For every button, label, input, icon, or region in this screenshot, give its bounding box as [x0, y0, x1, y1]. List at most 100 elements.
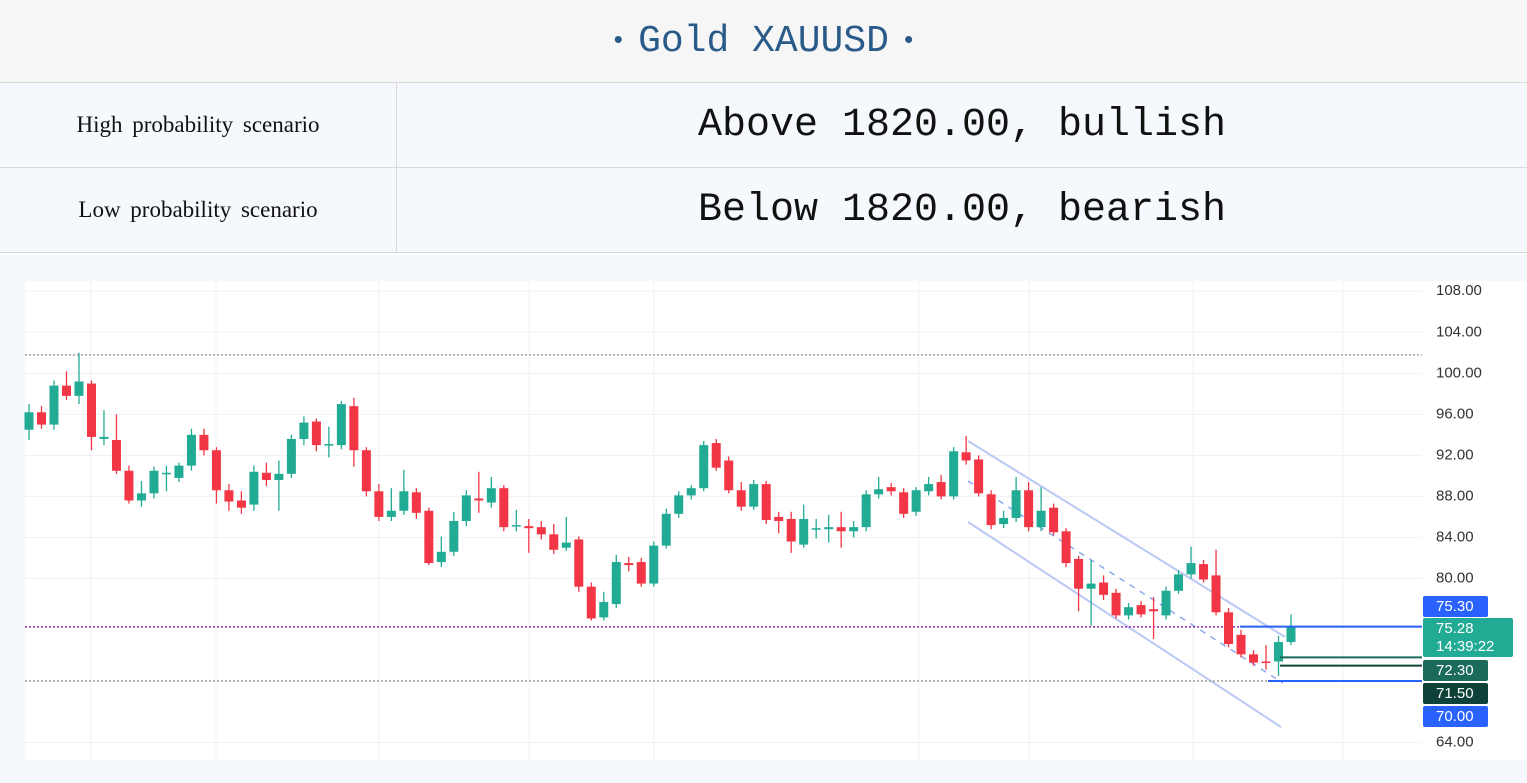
candle-body [774, 516, 784, 522]
candle-body [286, 438, 296, 474]
candle-body [1111, 592, 1121, 616]
y-tick-label: 88.00 [1436, 487, 1474, 504]
candle-body [24, 412, 34, 430]
candle-body [199, 434, 209, 451]
candle-body [561, 542, 571, 548]
candle-body [711, 443, 721, 468]
y-tick-label: 64.00 [1436, 734, 1474, 751]
price-label-box [1423, 706, 1488, 727]
header: • Gold XAUUSD • [0, 0, 1527, 83]
candle-body [1261, 661, 1271, 664]
candle-body [436, 551, 446, 563]
candle-body [661, 513, 671, 546]
candle-body [861, 494, 871, 528]
candle-body [149, 470, 159, 494]
candle-body [549, 534, 559, 550]
price-label: 75.30 [1436, 598, 1474, 615]
candle-body [1286, 626, 1296, 643]
candle-body [99, 436, 109, 439]
candle-body [511, 525, 521, 527]
candle-body [136, 493, 146, 501]
chart-area: 108.00 104.00 100.00 96.00 92.00 88.00 84.00 80… [0, 255, 1527, 783]
candle-body [74, 381, 84, 396]
price-label-box [1423, 660, 1488, 681]
price-label-box [1423, 596, 1488, 617]
candle-body [411, 492, 421, 513]
candle-body [686, 488, 696, 496]
candle-body [574, 539, 584, 587]
scenario-label: Low probability scenario [0, 168, 397, 252]
candle-body [999, 517, 1009, 525]
candle-body [1036, 510, 1046, 528]
candle-body [424, 510, 434, 564]
candle-body [174, 465, 184, 478]
candle-body [1149, 609, 1159, 612]
candle-body [1174, 574, 1184, 591]
price-label: 72.30 [1436, 662, 1474, 679]
candle-body [124, 470, 134, 501]
candle-body [486, 488, 496, 503]
candle-body [524, 526, 534, 529]
y-tick-label: 104.00 [1436, 323, 1482, 340]
candle-body [924, 484, 934, 492]
candle-body [649, 545, 659, 584]
candle-body [849, 527, 859, 532]
candle-body [386, 510, 396, 517]
candle-body [824, 527, 834, 530]
candle-body [36, 412, 46, 425]
candle-body [986, 494, 996, 526]
candle-body [1186, 563, 1196, 575]
candle-body [261, 472, 271, 480]
candle-body [1249, 654, 1259, 663]
price-label: 70.00 [1436, 708, 1474, 725]
candle-body [474, 498, 484, 501]
candle-body [674, 495, 684, 514]
y-tick-label: 84.00 [1436, 528, 1474, 545]
countdown: 14:39:22 [1436, 638, 1494, 655]
y-tick-label: 108.00 [1436, 282, 1482, 299]
scenario-label: High probability scenario [0, 83, 397, 167]
candle-body [61, 385, 71, 396]
candle-body [586, 586, 596, 619]
y-tick-label: 100.00 [1436, 364, 1482, 381]
price-label: 75.28 [1436, 620, 1474, 637]
candle-body [1124, 607, 1134, 616]
candle-body [1161, 590, 1171, 616]
candle-body [49, 385, 59, 425]
candle-body [611, 562, 621, 605]
candle-body [211, 450, 221, 491]
candle-body [974, 459, 984, 494]
title: Gold XAUUSD [638, 19, 889, 63]
candle-body [749, 484, 759, 507]
price-label-box [1423, 683, 1488, 704]
candle-body [636, 562, 646, 584]
channel-line [967, 440, 1286, 638]
candle-body [886, 487, 896, 492]
candle-body [1061, 531, 1071, 564]
chart: 108.00 104.00 100.00 96.00 92.00 88.00 84.00 80… [24, 281, 1527, 760]
channel-line [967, 521, 1282, 728]
candle-body [86, 383, 96, 437]
candle-body [111, 439, 121, 471]
candle-body [949, 451, 959, 497]
candle-body [624, 563, 634, 566]
candle-body [536, 527, 546, 535]
candle-body [161, 472, 171, 475]
candle-body [299, 422, 309, 439]
candle-body [899, 492, 909, 514]
candle-body [499, 488, 509, 528]
candle-body [324, 444, 334, 446]
candle-body [1099, 582, 1109, 595]
candle-body [449, 521, 459, 552]
price-label: 71.50 [1436, 685, 1474, 702]
candle-body [599, 602, 609, 618]
candle-body [236, 500, 246, 508]
candle-body [186, 434, 196, 466]
y-tick-label: 96.00 [1436, 405, 1474, 422]
candle-body [349, 406, 359, 451]
candle-body [736, 490, 746, 507]
candle-body [461, 495, 471, 522]
candle-body [1024, 490, 1034, 528]
candle-body [786, 518, 796, 542]
